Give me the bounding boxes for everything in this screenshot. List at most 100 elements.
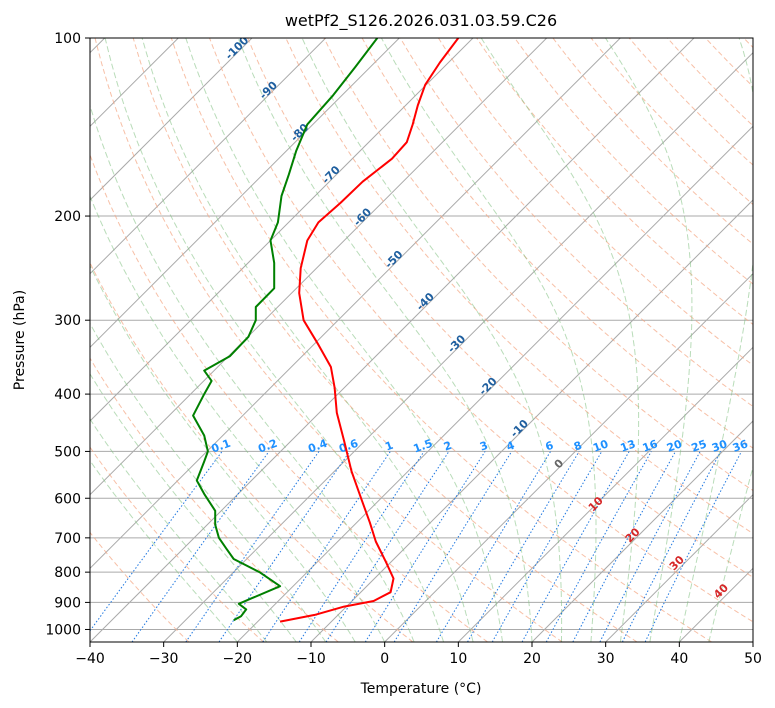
- moist-adiabat-line: [90, 103, 415, 642]
- isotherm-line: [457, 346, 753, 642]
- dry-adiabat-line: [94, 38, 563, 642]
- dry-adiabat-line: [90, 446, 264, 642]
- moist-adiabat-line: [678, 38, 753, 642]
- x-tick-label: −40: [75, 651, 105, 667]
- x-tick-label: 0: [380, 651, 389, 667]
- dry-adiabat-line: [90, 357, 339, 642]
- y-axis-title: Pressure (hPa): [12, 290, 28, 390]
- moist-adiabat-line: [185, 38, 503, 642]
- profile-series: [192, 38, 460, 623]
- y-tick-label: 700: [54, 531, 81, 547]
- y-tick-label: 900: [54, 595, 81, 611]
- mixing-ratio-line: [599, 451, 701, 642]
- x-tick-label: −20: [223, 651, 253, 667]
- moist-adiabat-line: [380, 38, 597, 642]
- mixing-ratio-line: [218, 451, 351, 642]
- mixing-ratio-line: [364, 451, 486, 642]
- mixing-ratio-line: [185, 451, 320, 642]
- mixing-ratio-label: 30: [710, 437, 729, 455]
- mixing-ratio-label: 16: [641, 437, 660, 455]
- mixing-ratio-label: 0.4: [306, 437, 329, 456]
- mixing-ratio-line: [262, 451, 391, 642]
- y-tick-label: 500: [54, 444, 81, 460]
- x-axis: −40 −30 −20 −10 0 10 20 30 40 50: [75, 642, 762, 667]
- mixing-ratio-line: [435, 451, 552, 642]
- mixing-ratio-label: 8: [572, 439, 584, 454]
- x-tick-label: 50: [744, 651, 762, 667]
- mixing-ratio-label: 1.5: [412, 437, 435, 456]
- moist-adiabat-line: [104, 38, 445, 642]
- y-axis: 100 200 300 400 500 600 700 800 900 1000: [45, 31, 90, 638]
- mixing-ratio-line: [572, 451, 676, 642]
- mixing-ratio-label: 3: [478, 439, 490, 454]
- dry-adiabat-line: [209, 38, 753, 623]
- isotherm-line: [384, 272, 753, 642]
- dry-adiabat-line: [132, 38, 638, 642]
- mixing-ratio-label: 0.1: [210, 437, 233, 456]
- x-tick-label: −10: [296, 651, 326, 667]
- moist-adiabat-line: [480, 38, 640, 642]
- x-tick-label: 20: [523, 651, 541, 667]
- mixing-ratio-line: [90, 451, 223, 632]
- moist-adiabat-line: [237, 38, 533, 642]
- isotherm-line: [90, 38, 621, 570]
- mixing-ratio-label: 25: [690, 437, 709, 454]
- mixing-ratio-line: [644, 451, 742, 642]
- dry-adiabat-line: [399, 38, 753, 408]
- isotherm-line: [605, 493, 753, 642]
- mixing-ratio-line: [545, 451, 652, 642]
- isotherm-line: [90, 38, 327, 275]
- dry-adiabat-line: [247, 38, 753, 578]
- dry-adiabat-line: [170, 38, 712, 642]
- isotherm-line: [90, 38, 695, 642]
- mixing-ratio-line: [521, 451, 630, 642]
- isotherm-line: [531, 420, 753, 642]
- mixing-ratio-label: 20: [665, 437, 684, 455]
- moist-adiabat-line: [301, 38, 563, 642]
- y-tick-label: 300: [54, 313, 81, 329]
- mixing-ratio-line: [621, 451, 722, 642]
- y-tick-label: 200: [54, 209, 81, 225]
- moist-adiabat-line: [90, 459, 238, 642]
- isotherm-line: [90, 38, 400, 349]
- dry-adiabat-line: [437, 38, 753, 366]
- x-tick-label: 10: [449, 651, 467, 667]
- chart-title: wetPf2_S126.2026.031.03.59.C26: [285, 11, 557, 31]
- y-tick-label: 800: [54, 565, 81, 581]
- dry-adiabat-line: [323, 38, 753, 492]
- y-tick-label: 100: [54, 31, 81, 47]
- y-tick-label: 400: [54, 387, 81, 403]
- moist-adiabat-line: [90, 264, 356, 642]
- isotherm-line: [163, 51, 753, 642]
- y-tick-label: 600: [54, 491, 81, 507]
- dry-adiabat-line: [90, 261, 414, 642]
- dry-adiabat-line: [514, 38, 753, 285]
- moist-adiabat-line: [141, 38, 474, 642]
- mixing-ratio-label: 6: [544, 439, 556, 454]
- mixing-ratio-line: [131, 451, 270, 642]
- temperature-line: [279, 38, 460, 623]
- dry-adiabat-line: [90, 531, 190, 642]
- mixing-ratio-label: 2: [442, 439, 454, 454]
- plot-frame: [89, 37, 754, 643]
- isotherm-line: [236, 125, 753, 642]
- x-tick-label: −30: [149, 651, 179, 667]
- mixing-ratio-label: 0.6: [337, 437, 360, 456]
- mixing-ratio-label: 13: [619, 437, 638, 454]
- isotherm-line: [90, 38, 474, 422]
- mixing-ratio-label: 1: [383, 439, 395, 454]
- y-tick-label: 1000: [45, 622, 81, 638]
- x-tick-label: 40: [670, 651, 688, 667]
- mixing-ratio-line: [393, 451, 513, 642]
- dewpoint-line: [192, 38, 379, 622]
- x-tick-label: 30: [597, 651, 615, 667]
- mixing-ratio-line: [325, 451, 450, 642]
- mixing-ratio-label: 36: [731, 437, 750, 455]
- moist-adiabat-line: [90, 372, 297, 642]
- mixing-ratio-label: 4: [505, 439, 517, 454]
- isotherm-line: [90, 38, 253, 201]
- mixing-ratio-label: 10: [591, 437, 610, 455]
- dry-adiabat-line: [90, 153, 488, 642]
